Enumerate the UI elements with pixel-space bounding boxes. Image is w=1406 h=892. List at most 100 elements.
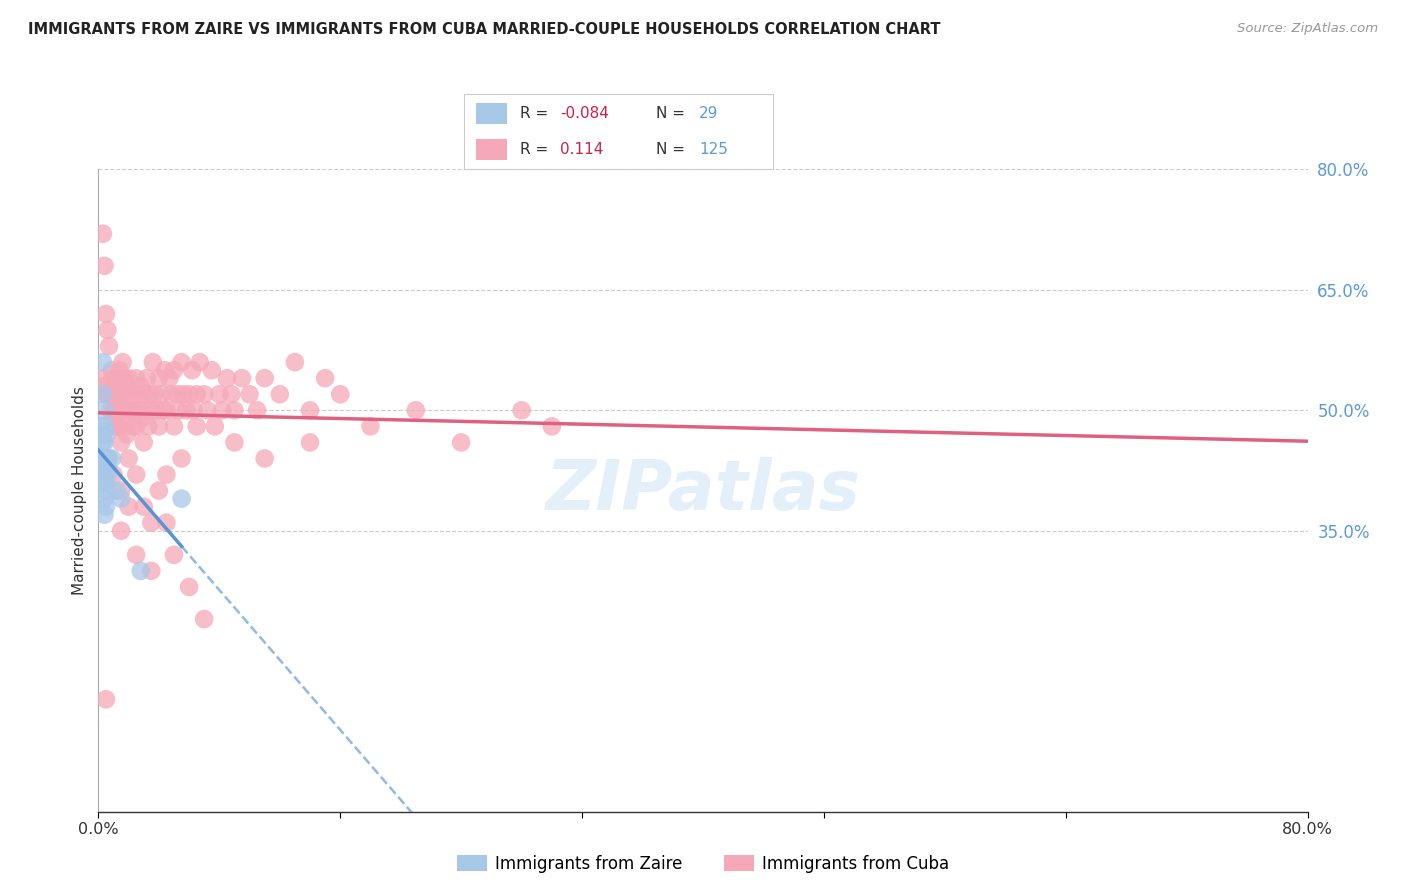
Point (221, 387, 243, 401)
Point (131, 411, 153, 425)
Point (510, 403, 533, 417)
Point (132, 387, 155, 401)
Point (93, 435, 115, 450)
Point (94, 307, 117, 321)
Point (94, 451, 117, 466)
Point (204, 419, 226, 434)
Point (91, 435, 114, 450)
Point (124, 403, 146, 417)
Point (193, 612, 215, 626)
Point (111, 355, 134, 369)
Text: 0.114: 0.114 (560, 142, 603, 157)
Point (139, 387, 162, 401)
Point (170, 355, 193, 369)
Legend: Immigrants from Zaire, Immigrants from Cuba: Immigrants from Zaire, Immigrants from C… (450, 848, 956, 880)
Text: Source: ZipAtlas.com: Source: ZipAtlas.com (1237, 22, 1378, 36)
Point (186, 419, 208, 434)
Point (107, 387, 129, 401)
Point (91, 427, 114, 442)
Point (155, 516, 177, 530)
Point (150, 387, 173, 401)
Point (142, 355, 165, 369)
Point (143, 387, 166, 401)
Point (163, 548, 186, 562)
Point (132, 500, 155, 514)
Point (153, 363, 176, 377)
Point (91, 419, 114, 434)
Point (159, 371, 181, 385)
Point (107, 371, 129, 385)
Point (96, 387, 118, 401)
Text: ZIPatlas: ZIPatlas (546, 457, 860, 524)
Point (118, 403, 141, 417)
Text: IMMIGRANTS FROM ZAIRE VS IMMIGRANTS FROM CUBA MARRIED-COUPLE HOUSEHOLDS CORRELAT: IMMIGRANTS FROM ZAIRE VS IMMIGRANTS FROM… (28, 22, 941, 37)
Point (108, 387, 131, 401)
Point (163, 419, 186, 434)
Point (125, 371, 148, 385)
Point (166, 387, 188, 401)
Point (98, 339, 121, 353)
Point (188, 355, 211, 369)
Point (110, 524, 132, 538)
Point (93, 508, 115, 522)
Point (122, 419, 145, 434)
Point (104, 403, 127, 417)
Point (163, 363, 186, 377)
Point (125, 467, 148, 482)
Point (101, 451, 124, 466)
Point (118, 371, 141, 385)
Point (93, 491, 115, 506)
Point (148, 371, 170, 385)
Point (94, 500, 117, 514)
Point (103, 387, 125, 401)
Point (91, 227, 114, 241)
Point (314, 371, 336, 385)
Point (105, 387, 128, 401)
Point (120, 403, 142, 417)
Point (103, 403, 125, 417)
Point (195, 403, 218, 417)
Point (93, 403, 115, 417)
Point (170, 491, 193, 506)
Point (107, 403, 129, 417)
Point (94, 467, 117, 482)
Point (155, 467, 177, 482)
Point (224, 403, 246, 417)
Point (405, 403, 427, 417)
Point (91, 371, 114, 385)
Point (231, 371, 253, 385)
Point (91, 387, 114, 401)
Point (105, 483, 128, 498)
Point (239, 387, 262, 401)
Point (128, 403, 150, 417)
Point (224, 435, 246, 450)
Point (253, 451, 276, 466)
Point (141, 516, 163, 530)
Point (96, 451, 118, 466)
Point (125, 419, 148, 434)
Point (450, 435, 472, 450)
Point (329, 387, 352, 401)
Point (360, 419, 382, 434)
Point (110, 435, 132, 450)
Point (121, 387, 143, 401)
Point (174, 403, 197, 417)
Point (110, 491, 132, 506)
Point (91, 355, 114, 369)
Point (160, 387, 183, 401)
Point (103, 467, 125, 482)
Text: -0.084: -0.084 (560, 106, 609, 121)
Point (141, 564, 163, 578)
Point (105, 419, 128, 434)
Point (129, 564, 152, 578)
Point (93, 419, 115, 434)
Point (112, 403, 135, 417)
Text: 125: 125 (699, 142, 728, 157)
Point (299, 435, 322, 450)
Point (211, 403, 233, 417)
Point (100, 387, 122, 401)
Point (93, 459, 115, 474)
Point (284, 355, 307, 369)
Point (94, 692, 117, 706)
Point (125, 548, 148, 562)
